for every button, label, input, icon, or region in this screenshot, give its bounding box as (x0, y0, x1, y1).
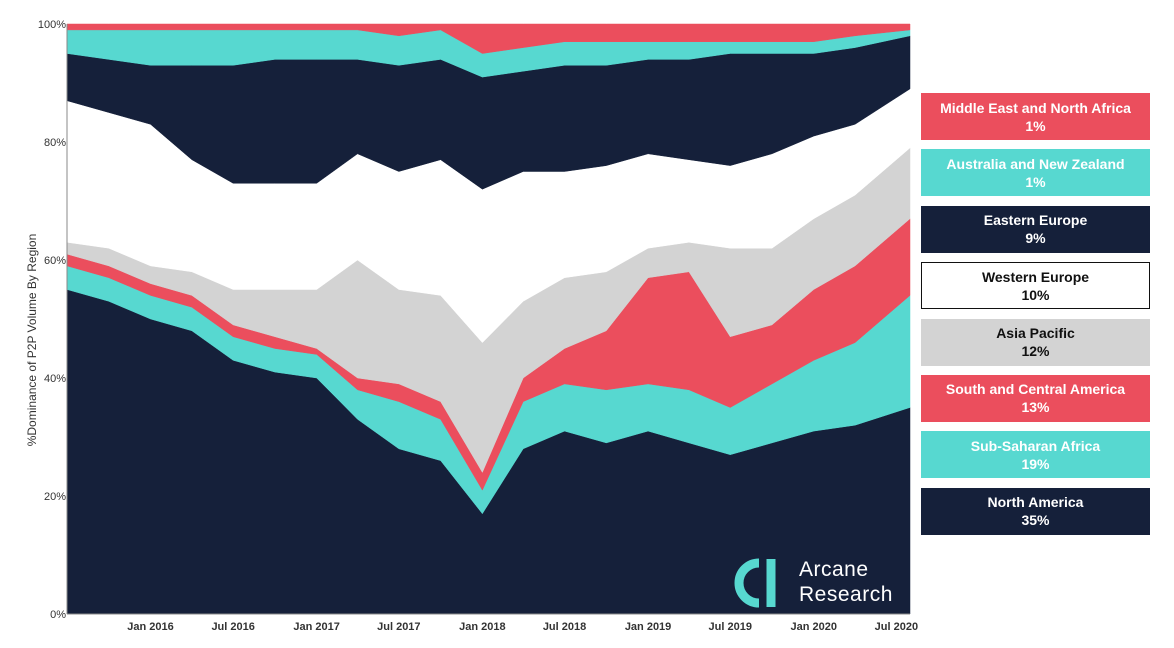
y-tick-label: 20% (44, 491, 66, 503)
legend: Middle East and North Africa 1% Australia … (921, 93, 1150, 544)
x-tick-label: Jan 2020 (791, 621, 837, 633)
legend-percent: 13% (1021, 399, 1050, 416)
x-tick-label: Jul 2019 (709, 621, 752, 633)
x-tick-label: Jan 2017 (293, 621, 339, 633)
y-tick-label: 100% (38, 19, 66, 31)
y-axis-title: %Dominance of P2P Volume By Region (25, 234, 39, 447)
y-tick-label: 0% (50, 609, 66, 621)
legend-percent: 12% (1021, 343, 1050, 360)
legend-item-eastern-europe: Eastern Europe 9% (921, 205, 1150, 253)
area-middle-east-and-north-africa (66, 23, 911, 54)
legend-percent: 1% (1025, 173, 1046, 190)
legend-label: Australia and New Zealand (946, 155, 1125, 172)
arcane-logo-icon (734, 558, 776, 608)
legend-label: Western Europe (981, 268, 1090, 285)
legend-item-south-and-central-america: South and Central America 13% (921, 374, 1150, 422)
legend-percent: 10% (1021, 286, 1050, 303)
x-tick-label: Jul 2017 (377, 621, 420, 633)
legend-item-western-europe: Western Europe 10% (921, 262, 1150, 310)
stacked-areas (66, 23, 911, 615)
legend-percent: 1% (1025, 117, 1046, 134)
legend-label: Sub-Saharan Africa (970, 437, 1101, 454)
legend-label: North America (987, 494, 1084, 511)
y-axis: 0% 20% 40% 60% 80% 100% (38, 19, 68, 621)
legend-item-sub-saharan-africa: Sub-Saharan Africa 19% (921, 431, 1150, 479)
legend-item-middle-east-and-north-africa: Middle East and North Africa 1% (921, 93, 1150, 140)
legend-percent: 35% (1021, 512, 1050, 529)
x-tick-label: Jul 2018 (543, 621, 586, 633)
legend-item-asia-pacific: Asia Pacific 12% (921, 318, 1150, 366)
arcane-research-logo: Arcane Research (733, 557, 913, 609)
x-tick-label: Jul 2016 (211, 621, 254, 633)
logo-text-line1: Arcane (799, 558, 869, 581)
legend-item-north-america: North America 35% (921, 487, 1150, 535)
x-tick-label: Jul 2020 (875, 621, 918, 633)
legend-label: Eastern Europe (983, 212, 1088, 229)
x-tick-label: Jan 2018 (459, 621, 505, 633)
legend-label: Asia Pacific (996, 325, 1075, 342)
legend-label: South and Central America (945, 381, 1126, 398)
x-tick-label: Jan 2019 (625, 621, 671, 633)
y-tick-label: 40% (44, 373, 66, 385)
logo-text-line2: Research (799, 583, 893, 606)
x-tick-label: Jan 2016 (127, 621, 173, 633)
x-axis: Jan 2016 Jul 2016 Jan 2017 Jul 2017 Jan 2018… (67, 613, 918, 633)
legend-item-australia-and-new-zealand: Australia and New Zealand 1% (921, 149, 1150, 197)
y-tick-label: 80% (44, 137, 66, 149)
legend-percent: 9% (1025, 230, 1046, 247)
y-tick-label: 60% (44, 255, 66, 267)
legend-percent: 19% (1021, 455, 1050, 472)
legend-label: Middle East and North Africa (940, 99, 1131, 116)
